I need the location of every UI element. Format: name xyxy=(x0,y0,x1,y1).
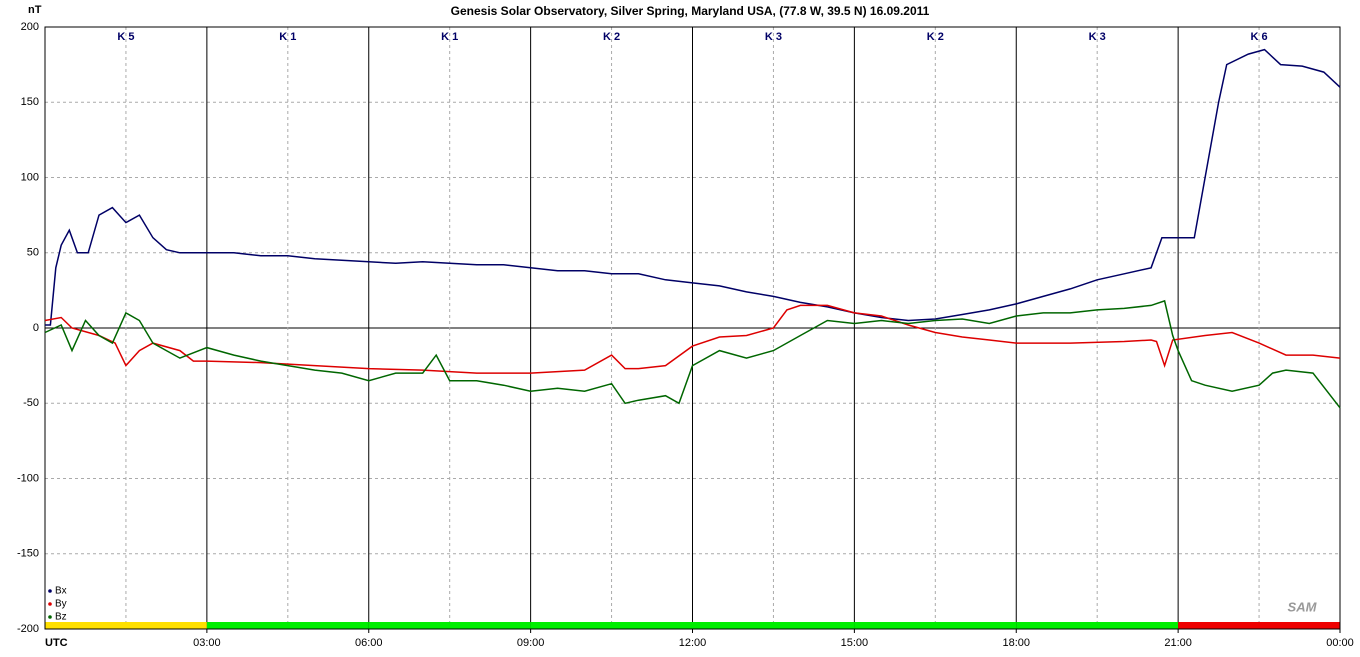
chart-title: Genesis Solar Observatory, Silver Spring… xyxy=(451,4,930,18)
k-band xyxy=(1178,622,1340,629)
x-tick-label: 18:00 xyxy=(1002,637,1030,649)
legend-marker xyxy=(48,589,52,593)
x-tick-label: 00:00 xyxy=(1326,637,1354,649)
y-tick-label: 100 xyxy=(21,171,39,183)
k-label: K 1 xyxy=(441,31,458,43)
k-label: K 1 xyxy=(279,31,296,43)
x-tick-label: 15:00 xyxy=(841,637,869,649)
k-band xyxy=(45,622,207,629)
y-tick-label: 0 xyxy=(33,322,39,334)
legend-label: Bz xyxy=(55,612,67,623)
x-tick-label: 21:00 xyxy=(1164,637,1192,649)
legend-marker xyxy=(48,615,52,619)
k-band xyxy=(1016,622,1179,629)
y-tick-label: 150 xyxy=(21,96,39,108)
x-tick-label: 12:00 xyxy=(679,637,707,649)
x-tick-label: 09:00 xyxy=(517,637,545,649)
k-label: K 3 xyxy=(765,31,782,43)
logo: SAM xyxy=(1288,599,1318,614)
k-label: K 2 xyxy=(927,31,944,43)
x-tick-label: 03:00 xyxy=(193,637,221,649)
x-axis-label: UTC xyxy=(45,637,68,649)
k-band xyxy=(530,622,693,629)
data-line xyxy=(45,48,1341,326)
k-label: K 3 xyxy=(1089,31,1106,43)
y-tick-label: 50 xyxy=(27,247,39,259)
k-label: K 6 xyxy=(1251,31,1268,43)
data-line xyxy=(44,304,1341,374)
k-band xyxy=(854,622,1017,629)
k-band xyxy=(206,622,369,629)
k-band xyxy=(368,622,531,629)
k-label: K 2 xyxy=(603,31,620,43)
legend-label: Bx xyxy=(55,586,67,597)
y-axis-label: nT xyxy=(28,4,42,16)
y-tick-label: -150 xyxy=(17,548,39,560)
y-tick-label: -200 xyxy=(17,623,39,635)
y-tick-label: -50 xyxy=(23,397,39,409)
y-tick-label: -100 xyxy=(17,472,39,484)
y-tick-label: 200 xyxy=(21,21,39,33)
k-band xyxy=(692,622,855,629)
k-label: K 5 xyxy=(117,31,134,43)
data-line xyxy=(44,299,1341,409)
legend-label: By xyxy=(55,599,67,610)
x-tick-label: 06:00 xyxy=(355,637,383,649)
plot-frame xyxy=(44,26,1341,630)
legend-marker xyxy=(48,602,52,606)
